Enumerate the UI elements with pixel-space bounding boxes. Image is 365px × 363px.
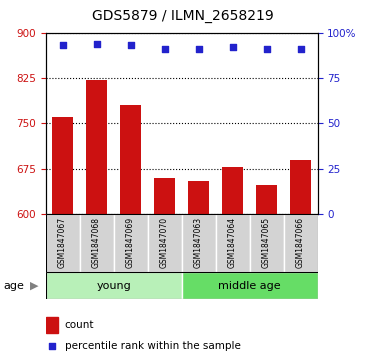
Text: GSM1847068: GSM1847068 xyxy=(92,217,101,268)
Bar xyxy=(216,214,250,272)
Text: young: young xyxy=(96,281,131,291)
Bar xyxy=(222,167,243,214)
Bar xyxy=(120,105,141,214)
Point xyxy=(60,42,66,48)
Text: middle age: middle age xyxy=(218,281,281,291)
Text: GSM1847063: GSM1847063 xyxy=(194,217,203,268)
Bar xyxy=(53,117,73,214)
Bar xyxy=(46,214,80,272)
Bar xyxy=(250,214,284,272)
Bar xyxy=(182,272,318,299)
Bar xyxy=(154,178,175,214)
Point xyxy=(128,42,134,48)
Bar xyxy=(147,214,182,272)
Bar xyxy=(46,317,58,333)
Point xyxy=(297,46,303,52)
Text: ▶: ▶ xyxy=(30,281,39,291)
Text: GSM1847064: GSM1847064 xyxy=(228,217,237,268)
Bar xyxy=(188,181,209,214)
Point xyxy=(264,46,269,52)
Text: GSM1847065: GSM1847065 xyxy=(262,217,271,268)
Point xyxy=(49,343,54,349)
Bar xyxy=(256,185,277,214)
Bar xyxy=(114,214,147,272)
Bar xyxy=(87,80,107,214)
Bar xyxy=(291,160,311,214)
Text: GSM1847069: GSM1847069 xyxy=(126,217,135,268)
Point xyxy=(230,44,235,50)
Point xyxy=(94,41,100,46)
Text: GDS5879 / ILMN_2658219: GDS5879 / ILMN_2658219 xyxy=(92,9,273,23)
Text: GSM1847070: GSM1847070 xyxy=(160,217,169,268)
Point xyxy=(162,46,168,52)
Text: percentile rank within the sample: percentile rank within the sample xyxy=(65,341,241,351)
Text: GSM1847066: GSM1847066 xyxy=(296,217,305,268)
Bar xyxy=(284,214,318,272)
Point xyxy=(196,46,201,52)
Bar xyxy=(46,272,182,299)
Text: GSM1847067: GSM1847067 xyxy=(58,217,67,268)
Bar xyxy=(80,214,114,272)
Text: age: age xyxy=(4,281,24,291)
Bar xyxy=(182,214,216,272)
Text: count: count xyxy=(65,320,94,330)
